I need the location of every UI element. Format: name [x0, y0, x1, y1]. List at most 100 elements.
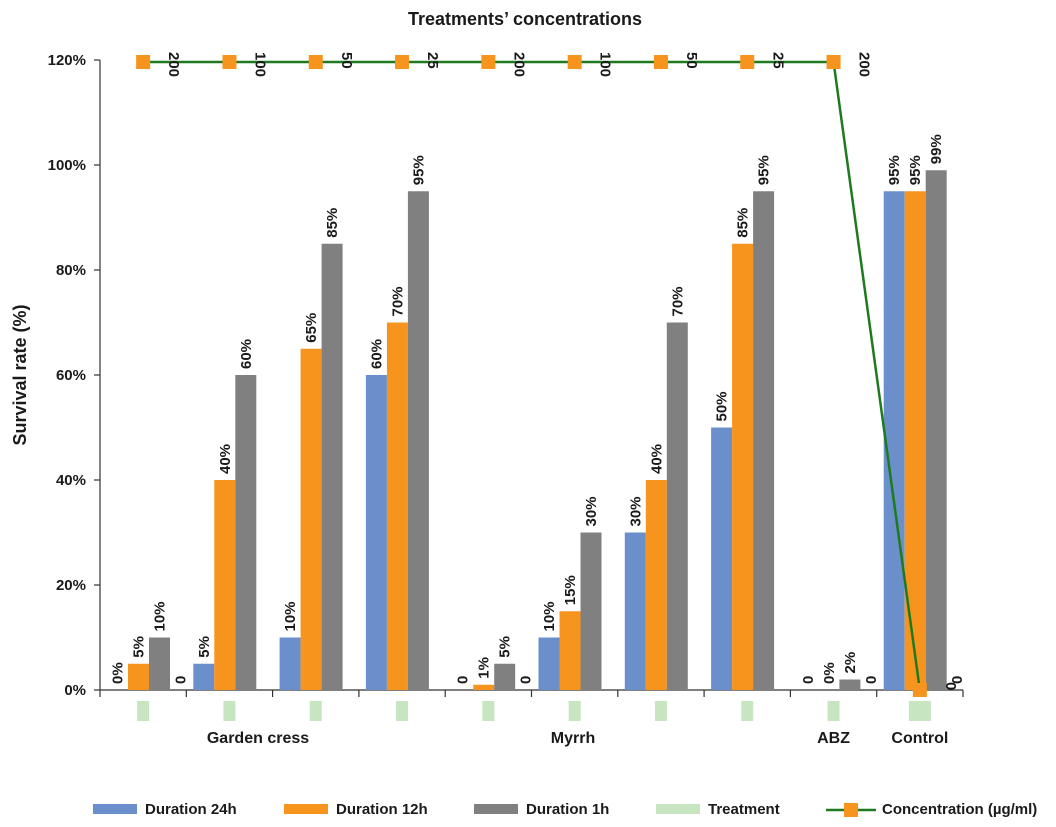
- y-tick-label: 0%: [64, 682, 86, 699]
- bar: [235, 375, 257, 690]
- data-label: 95%: [886, 155, 903, 185]
- x-axis: [99, 689, 964, 697]
- treatment-markers: [137, 701, 931, 721]
- legend-swatch: [656, 804, 700, 814]
- legend-label: Concentration (µg/ml): [882, 801, 1037, 818]
- category-label: Control: [891, 730, 948, 747]
- concentration-marker: [567, 55, 582, 69]
- category-label: Garden cress: [207, 730, 309, 747]
- legend-label: Treatment: [708, 801, 780, 818]
- y-axis-label: Survival rate (%): [10, 304, 30, 445]
- legend-item: Duration 1h: [474, 801, 609, 818]
- legend-swatch-marker: [844, 803, 858, 817]
- data-label: 0: [863, 676, 880, 684]
- treatment-marker: [482, 701, 495, 721]
- bar: [883, 191, 905, 690]
- data-label: 50%: [714, 391, 731, 421]
- data-label: 85%: [324, 208, 341, 238]
- bar: [580, 532, 602, 690]
- data-label: 60%: [368, 339, 385, 369]
- concentration-label: 200: [856, 52, 873, 77]
- bar: [128, 663, 149, 690]
- concentration-marker: [481, 55, 496, 69]
- bar: [149, 637, 170, 690]
- data-label: 70%: [669, 286, 686, 316]
- concentration-marker: [912, 683, 927, 697]
- legend-label: Duration 1h: [526, 801, 609, 818]
- bar: [666, 322, 688, 690]
- concentration-label: 25: [769, 52, 786, 69]
- data-label: 40%: [648, 444, 665, 474]
- concentration-label: 0: [942, 682, 959, 690]
- bar: [624, 532, 646, 690]
- data-label: 60%: [238, 339, 255, 369]
- treatment-marker: [741, 701, 754, 721]
- treatment-marker: [396, 701, 409, 721]
- concentration-marker: [653, 55, 668, 69]
- legend-label: Duration 24h: [145, 801, 237, 818]
- y-tick-label: 100%: [48, 157, 86, 174]
- category-label: Myrrh: [551, 730, 595, 747]
- data-label: 0: [800, 676, 817, 684]
- concentration-label: 50: [338, 52, 355, 69]
- bar: [645, 480, 667, 690]
- data-label: 0: [173, 676, 190, 684]
- bar: [904, 191, 926, 690]
- concentration-marker: [222, 55, 237, 69]
- concentration-marker: [826, 55, 841, 69]
- data-label: 99%: [928, 134, 945, 164]
- legend-item: Treatment: [656, 801, 780, 818]
- concentration-label: 50: [683, 52, 700, 69]
- data-label: 65%: [303, 313, 320, 343]
- bar: [559, 611, 581, 690]
- bar: [300, 348, 322, 690]
- y-tick-label: 120%: [48, 52, 86, 69]
- legend-item: Concentration (µg/ml): [826, 801, 1037, 818]
- y-tick-label: 20%: [56, 577, 86, 594]
- data-label: 0: [518, 676, 535, 684]
- legend: Duration 24h Duration 12h Duration 1h Treat…: [93, 801, 1037, 818]
- data-label: 95%: [907, 155, 924, 185]
- legend-swatch: [284, 804, 328, 814]
- bar: [473, 684, 495, 690]
- y-axis: 0% 20% 40% 60% 80% 100% 120%: [48, 52, 101, 699]
- legend-item: Duration 24h: [93, 801, 237, 818]
- bar: [407, 191, 429, 690]
- legend-label: Duration 12h: [336, 801, 428, 818]
- concentration-marker: [740, 55, 755, 69]
- treatment-marker: [654, 701, 667, 721]
- bar: [753, 191, 775, 690]
- data-label: 95%: [756, 155, 773, 185]
- data-label: 5%: [497, 636, 514, 658]
- data-label: 70%: [389, 286, 406, 316]
- data-label: 10%: [152, 601, 169, 631]
- data-label: 1%: [476, 657, 493, 679]
- bar: [386, 322, 408, 690]
- data-label: 0%: [821, 662, 838, 684]
- category-label: ABZ: [817, 730, 850, 747]
- data-label: 5%: [196, 636, 213, 658]
- bar: [494, 663, 516, 690]
- bar: [538, 637, 560, 690]
- concentration-label: 100: [251, 52, 268, 77]
- concentration-marker: [308, 55, 323, 69]
- concentration-line: [143, 60, 922, 691]
- data-label: 5%: [131, 636, 148, 658]
- chart-title: Treatments’ concentrations: [408, 9, 642, 29]
- data-label: 15%: [562, 575, 579, 605]
- bar-series: [128, 170, 947, 690]
- bar: [732, 243, 754, 690]
- concentration-label: 200: [165, 52, 182, 77]
- treatment-marker: [827, 701, 840, 721]
- concentration-series: 200 100 50 25 200 100 50 25 200 0: [136, 52, 959, 697]
- concentration-label: 100: [597, 52, 614, 77]
- data-label: 10%: [541, 601, 558, 631]
- treatment-marker: [223, 701, 236, 721]
- data-label: 10%: [282, 601, 299, 631]
- data-label: 2%: [842, 652, 859, 674]
- treatment-marker: [137, 701, 150, 721]
- bar: [193, 663, 215, 690]
- y-tick-label: 40%: [56, 472, 86, 489]
- bar: [321, 243, 343, 690]
